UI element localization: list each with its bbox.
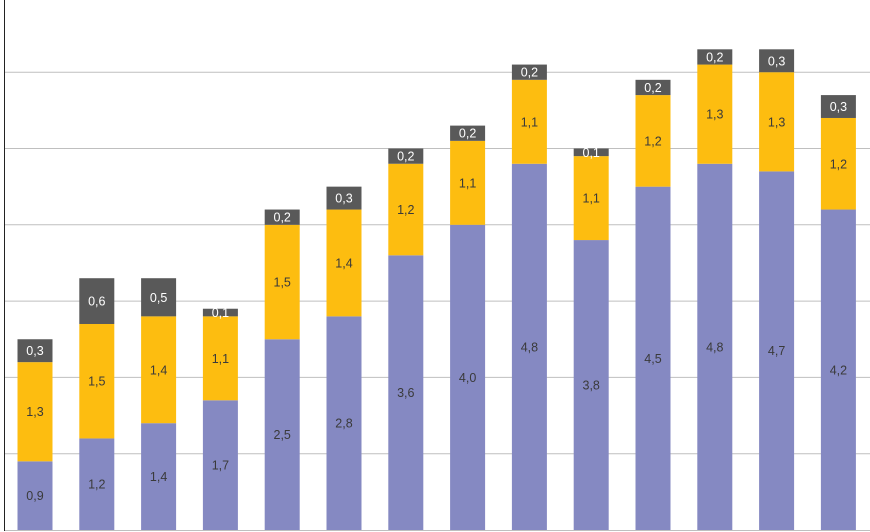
data-label: 1,1 [459, 176, 476, 190]
data-label: 1,3 [706, 108, 723, 122]
bar-segment-3 [820, 95, 856, 118]
bar-segment-1 [697, 163, 733, 530]
data-label: 2,5 [274, 428, 291, 442]
data-label: 0,1 [212, 306, 229, 320]
data-label: 0,9 [26, 489, 43, 503]
bar-segment-1 [141, 423, 177, 530]
data-label: 3,8 [583, 379, 600, 393]
bar-segment-3 [264, 209, 300, 225]
data-label: 1,7 [212, 459, 229, 473]
data-label: 0,2 [521, 66, 538, 80]
data-label: 1,1 [212, 352, 229, 366]
bar-segment-3 [511, 64, 547, 80]
bar-segment-2 [264, 224, 300, 340]
data-label: 1,2 [830, 157, 847, 171]
data-label: 1,2 [397, 203, 414, 217]
bar-segment-1 [573, 240, 609, 530]
bar-segment-3 [79, 278, 115, 324]
data-labels: 0,9 1,3 0,3 1,2 1,5 0,6 1,4 1,4 0,5 1,7 1,1 0,1 2,5 1… [26, 50, 847, 503]
data-label: 0,2 [274, 211, 291, 225]
bar-segment-3 [759, 49, 795, 73]
data-label: 1,2 [644, 134, 661, 148]
data-label: 0,6 [88, 295, 105, 309]
data-label: 1,5 [88, 375, 105, 389]
data-label: 4,7 [768, 344, 785, 358]
data-label: 4,0 [459, 371, 476, 385]
bar-segment-1 [17, 461, 53, 530]
data-label: 0,2 [397, 150, 414, 164]
data-label: 1,1 [521, 115, 538, 129]
data-label: 1,4 [150, 470, 167, 484]
data-label: 0,3 [335, 192, 352, 206]
data-label: 4,8 [521, 340, 538, 354]
bar-segment-1 [511, 163, 547, 530]
bar-segment-3 [573, 148, 609, 157]
bar-segment-3 [635, 79, 671, 96]
bar-segment-1 [635, 186, 671, 530]
data-label: 4,2 [830, 363, 847, 377]
bar-segment-3 [697, 49, 733, 65]
bar-segment-1 [820, 209, 856, 531]
bar-segment-1 [326, 316, 362, 530]
bar-segment-2 [388, 163, 424, 256]
data-label: 1,3 [768, 115, 785, 129]
data-label: 2,8 [335, 417, 352, 431]
bar-segment-2 [573, 156, 609, 241]
bar-segment-2 [511, 79, 547, 164]
data-label: 1,5 [274, 276, 291, 290]
bar-segment-3 [450, 125, 486, 141]
bar-segment-3 [202, 308, 238, 317]
bar-segment-2 [759, 72, 795, 172]
data-label: 0,3 [26, 344, 43, 358]
bar-segment-1 [202, 400, 238, 530]
bar-segment-2 [635, 95, 671, 187]
bar-stacks [17, 49, 856, 531]
bar-segment-1 [759, 171, 795, 530]
bar-segment-2 [141, 316, 177, 424]
bar-segment-2 [820, 117, 856, 210]
bar-segment-3 [326, 186, 362, 210]
gridlines [4, 71, 870, 531]
data-label: 1,4 [150, 363, 167, 377]
data-label: 4,5 [644, 352, 661, 366]
bar-segment-2 [17, 362, 53, 462]
data-label: 3,6 [397, 386, 414, 400]
data-label: 1,3 [26, 405, 43, 419]
bar-segment-3 [141, 278, 177, 317]
bar-segment-2 [202, 316, 238, 401]
bar-segment-2 [697, 64, 733, 164]
data-label: 0,2 [706, 50, 723, 64]
bar-segment-2 [326, 209, 362, 317]
data-label: 0,5 [150, 291, 167, 305]
bar-segment-1 [388, 255, 424, 530]
data-label: 0,3 [768, 54, 785, 68]
data-label: 1,2 [88, 478, 105, 492]
bar-segment-1 [79, 438, 115, 530]
data-label: 0,2 [644, 81, 661, 95]
bar-segment-1 [450, 224, 486, 531]
data-label: 1,4 [335, 256, 352, 270]
data-label: 0,1 [583, 146, 600, 160]
data-label: 0,2 [459, 127, 476, 141]
bar-segment-1 [264, 339, 300, 530]
bar-segment-2 [450, 140, 486, 225]
bar-segment-3 [17, 339, 53, 363]
data-label: 0,3 [830, 100, 847, 114]
data-label: 1,1 [583, 192, 600, 206]
bar-segment-2 [79, 323, 115, 439]
data-label: 4,8 [706, 340, 723, 354]
bar-segment-3 [388, 148, 424, 164]
